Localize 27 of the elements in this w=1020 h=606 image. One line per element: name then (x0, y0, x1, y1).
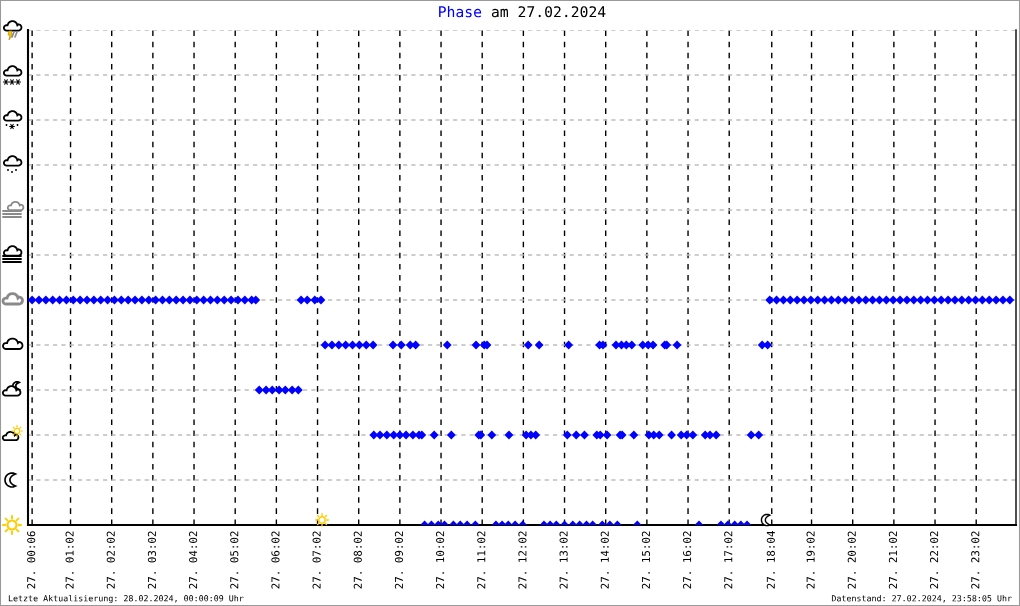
x-tick-label: 27. 22:02 (930, 531, 939, 589)
x-tick-label: 27. 16:02 (683, 531, 692, 589)
x-tick-label: 27. 20:02 (847, 531, 856, 589)
x-tick-label: 27. 03:02 (147, 531, 157, 589)
x-tick-label: 27. 02:02 (106, 531, 115, 589)
x-tick-label: 27. 10:02 (436, 531, 445, 589)
x-tick-label: 27. 14:02 (600, 531, 609, 589)
x-tick-label: 27. 12:02 (518, 531, 527, 589)
x-tick-label: 27. 21:02 (888, 531, 898, 589)
x-tick-label: 27. 08:02 (353, 531, 362, 589)
x-tick-label: 27. 05:02 (230, 531, 239, 589)
text: Datenstand: 27.02.2024, 23:58:05 Uhr (831, 594, 1012, 603)
x-tick-label: 27. 11:02 (477, 531, 486, 589)
x-tick-label: 27. 06:02 (271, 531, 280, 589)
x-tick-label: 27. 18:04 (766, 531, 775, 589)
x-tick-label: 27. 07:02 (312, 531, 321, 589)
x-tick-label: 27. 23:02 (971, 531, 980, 589)
x-tick-label: 27. 15:02 (641, 531, 651, 589)
x-tick-label: 27. 17:02 (724, 531, 733, 589)
x-tick-label: 27. 13:02 (559, 531, 568, 589)
x-tick-label: 27. 04:02 (189, 531, 198, 589)
x-tick-label: 27. 01:02 (65, 531, 74, 589)
x-tick-label: 27. 19:02 (806, 531, 815, 589)
chart-title: Phase am 27.02.2024 (439, 5, 606, 18)
text: Letzte Aktualisierung: 28.02.2024, 00:00:09 Uhr (8, 594, 244, 604)
x-tick-label: 27. 09:02 (394, 531, 404, 589)
x-tick-label: 27. 00:06 (27, 531, 36, 589)
